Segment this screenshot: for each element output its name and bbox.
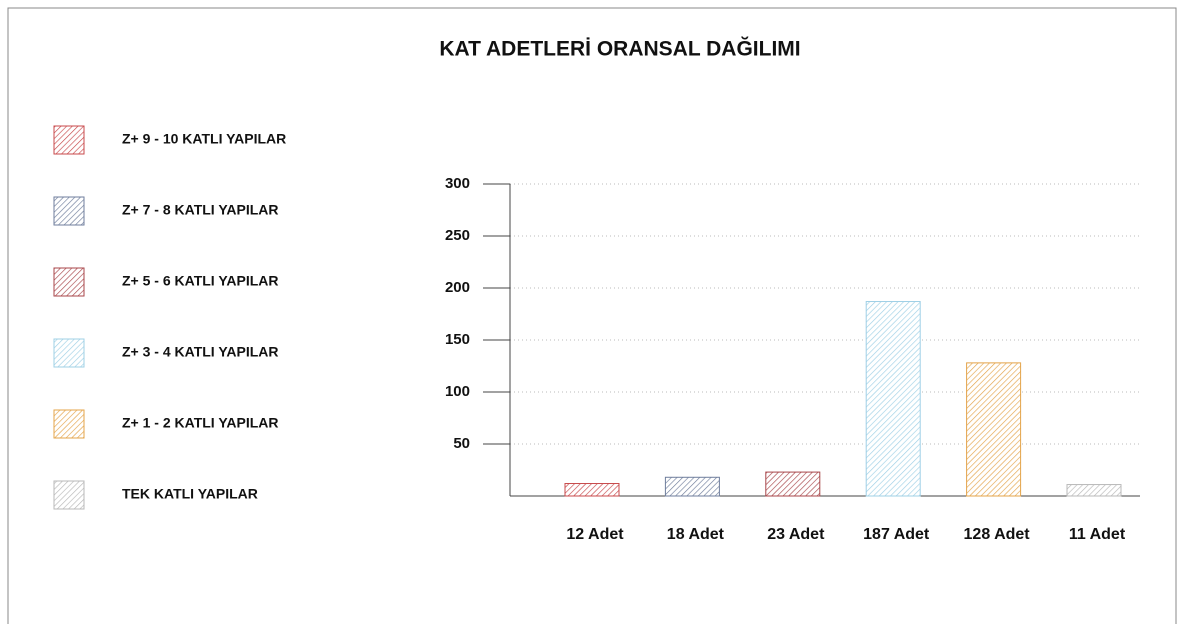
legend-label: Z+ 3 - 4 KATLI YAPILAR — [122, 344, 279, 360]
value-label: 11 Adet — [1069, 526, 1126, 543]
legend-label: Z+ 7 - 8 KATLI YAPILAR — [122, 202, 279, 218]
value-label: 128 Adet — [964, 526, 1031, 543]
legend-label: TEK KATLI YAPILAR — [122, 486, 258, 502]
legend-swatch — [53, 409, 85, 439]
bar — [865, 301, 921, 497]
legend-label: Z+ 1 - 2 KATLI YAPILAR — [122, 415, 279, 431]
legend-swatch — [53, 196, 85, 226]
legend-label: Z+ 5 - 6 KATLI YAPILAR — [122, 273, 279, 289]
bar — [765, 471, 821, 497]
value-label: 12 Adet — [566, 526, 624, 543]
legend-swatch — [53, 338, 85, 368]
legend-label: Z+ 9 - 10 KATLI YAPILAR — [122, 131, 286, 147]
y-tick-label: 300 — [445, 175, 470, 192]
value-label: 187 Adet — [863, 526, 930, 543]
legend-swatch — [53, 480, 85, 510]
bar — [664, 476, 720, 497]
value-label: 23 Adet — [767, 526, 825, 543]
bar — [966, 362, 1022, 497]
y-tick-label: 100 — [445, 383, 470, 400]
frame — [7, 7, 1177, 629]
y-tick-label: 50 — [453, 435, 470, 452]
legend-swatch — [53, 125, 85, 155]
bar — [564, 483, 620, 497]
y-tick-label: 250 — [445, 227, 470, 244]
y-tick-label: 150 — [445, 331, 470, 348]
bar — [1066, 484, 1122, 497]
y-tick-label: 200 — [445, 279, 470, 296]
chart-title: KAT ADETLERİ ORANSAL DAĞILIMI — [439, 37, 800, 61]
legend-swatch — [53, 267, 85, 297]
value-label: 18 Adet — [667, 526, 725, 543]
